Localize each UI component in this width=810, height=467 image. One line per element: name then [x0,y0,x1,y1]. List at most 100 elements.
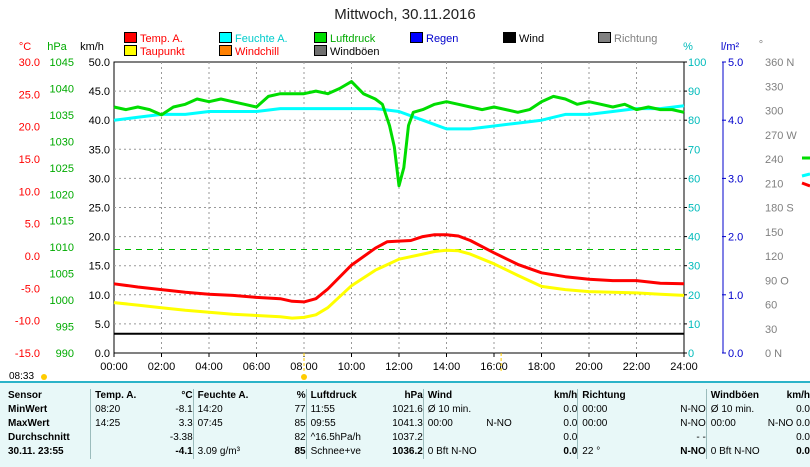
rain-tick: 2.0 [728,232,743,244]
summary-cell: MinWert [8,404,48,415]
direction-unit: ° [759,39,763,51]
edge-mark-humidity [801,172,810,178]
summary-row: MinWert 08:20 -8.1 14:20 77 11:55 1021.6 Ø 10 m… [0,403,810,417]
rain-tick: 0.0 [728,348,743,360]
wind-tick: 30.0 [89,173,110,185]
temp-tick: -5.0 [21,283,40,295]
legend-item-7: Windchill [219,45,279,58]
summary-cell: 82 [294,432,306,443]
summary-cell: 0 Bft N-NO [705,445,764,459]
wind-unit: km/h [80,41,104,53]
summary-cell: 22 ° [577,445,642,459]
summary-cell [422,431,483,445]
temp-tick: 30.0 [19,57,40,69]
summary-header-cell: km/h [786,390,810,401]
summary-cell: 07:45 [192,417,256,431]
summary-cell: N-NO [680,404,706,415]
pressure-tick: 1000 [50,295,74,307]
rain-unit: l/m² [721,41,740,53]
weather-chart: °C hPa km/h% l/m² ° 30.0 25.0 20.0 15.0 10.0 5.0 0.… [15,39,810,380]
pressure-tick: 1025 [50,163,74,175]
humidity-tick: 80 [688,115,700,127]
summary-cell [192,431,256,445]
summary-header-cell: Feuchte A. [192,389,256,403]
direction-tick: 0 N [765,348,782,360]
direction-tick: 300 [765,106,783,118]
direction-tick: 270 W [765,130,797,142]
summary-cell: ^16.5hPa/h [305,431,370,445]
legend-item-2: Luftdruck [314,32,375,45]
pressure-tick: 1010 [50,242,74,254]
rain-tick: 4.0 [728,115,743,127]
summary-cell: 77 [294,404,306,415]
summary-header-cell: Sensor [8,390,42,401]
wind-tick: 0.0 [95,348,110,360]
humidity-tick: 60 [688,173,700,185]
x-tick: 24:00 [670,361,698,373]
summary-cell: - - [696,432,706,443]
direction-tick: 360 N [765,57,794,69]
summary-cell: -4.1 [175,446,193,457]
temp-tick: -10.0 [15,316,40,328]
current-time-label: 08:33 [9,371,35,382]
pressure-tick: 995 [56,322,74,334]
legend-swatch [503,32,516,43]
legend-item-4: Wind [503,32,544,45]
summary-cell: 00:00 [705,417,764,431]
x-tick: 06:00 [243,361,271,373]
summary-cell: Ø 10 min. [705,403,764,417]
wind-tick: 20.0 [89,232,110,244]
humidity-tick: 70 [688,144,700,156]
summary-cell: 14:25 [90,417,150,431]
direction-tick: 240 [765,154,783,166]
temp-tick: 5.0 [25,219,40,231]
rain-tick: 3.0 [728,173,743,185]
wind-tick: 50.0 [89,57,110,69]
pressure-tick: 1015 [50,216,74,228]
summary-header-row: Sensor Temp. A. °C Feuchte A.% Luftdruck hPa W… [0,389,810,403]
wind-tick: 5.0 [95,319,110,331]
legend-label: Temp. A. [140,33,183,45]
wind-tick: 25.0 [89,203,110,215]
direction-tick: 330 [765,81,783,93]
summary-cell: 11:55 [305,403,370,417]
legend-label: Richtung [614,33,658,45]
summary-cell: N-NO [680,418,706,429]
summary-header-cell: Temp. A. [90,389,150,403]
summary-cell: 1036.2 [392,446,423,457]
legend-label: Feuchte A. [235,33,288,45]
legend-swatch [314,32,327,43]
temp-tick: 0.0 [25,251,40,263]
summary-header-cell: hPa [404,390,423,401]
direction-tick: 120 [765,251,783,263]
direction-tick: 60 [765,300,777,312]
summary-cell: 0.0 [796,432,810,443]
rain-tick: 5.0 [728,57,743,69]
summary-cell [482,403,523,417]
pressure-tick: 1020 [50,189,74,201]
summary-table: Sensor Temp. A. °C Feuchte A.% Luftdruck hPa W… [0,389,810,459]
summary-cell: 00:00 [577,417,642,431]
humidity-tick: 50 [688,203,700,215]
x-tick: 10:00 [338,361,366,373]
summary-cell: N-NO [680,446,706,457]
legend-label: Windchill [235,46,280,58]
summary-cell [90,445,150,459]
series-line-2 [113,104,685,131]
summary-cell: 00:00 [577,403,642,417]
summary-cell: 30.11. 23:55 [8,446,64,457]
summary-cell: N-NO [486,418,512,429]
summary-cell: 3.3 [178,418,193,429]
summary-cell: Durchschnitt [8,432,70,443]
summary-header-cell: Windböen [705,389,764,403]
chart-title: Mittwoch, 30.11.2016 [334,6,476,23]
summary-header-cell: Luftdruck [305,389,370,403]
summary-cell: 0.0 [796,446,810,457]
direction-tick: 30 [765,324,777,336]
pressure-tick: 990 [56,348,74,360]
legend-swatch [124,45,137,56]
x-tick: 00:00 [100,361,128,373]
summary-cell: 3.09 g/m³ [192,445,256,459]
legend-swatch [219,32,232,43]
now-marker-dot [41,374,47,380]
